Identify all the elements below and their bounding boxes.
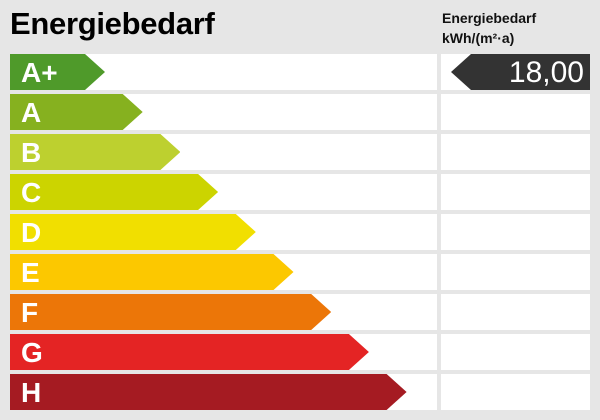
energy-class-label: A+ — [21, 57, 58, 88]
value-row-panel — [441, 94, 590, 130]
energy-class-label: B — [21, 137, 42, 168]
energy-class-label: H — [21, 377, 42, 408]
unit-label: Energiebedarf kWh/(m²·a) — [442, 8, 536, 48]
value-row-panel — [441, 254, 590, 290]
energy-class-label: F — [21, 297, 39, 328]
energy-class-arrow: H — [10, 374, 407, 410]
energy-class-arrow: G — [10, 334, 369, 370]
unit-label-line2: kWh/(m²·a) — [442, 30, 515, 46]
value-row-panel — [441, 134, 590, 170]
energy-class-arrow: B — [10, 134, 181, 170]
value-row-panel — [441, 174, 590, 210]
value-row-panel — [441, 214, 590, 250]
energy-class-label: G — [21, 337, 43, 368]
value-row-panel — [441, 294, 590, 330]
energy-value: 18,00 — [508, 56, 584, 89]
energy-class-arrow: C — [10, 174, 219, 210]
unit-label-line1: Energiebedarf — [442, 10, 537, 26]
energy-class-label: A — [21, 97, 42, 128]
energy-class-label: E — [21, 257, 40, 288]
energy-class-arrow: D — [10, 214, 256, 250]
value-row-panel — [441, 334, 590, 370]
value-pointer: 18,00 — [451, 54, 590, 90]
energy-class-arrow: F — [10, 294, 332, 330]
energy-class-arrow: A — [10, 94, 143, 130]
energy-class-label: C — [21, 177, 42, 208]
energy-class-label: D — [21, 217, 42, 248]
energy-class-arrow: A+ — [10, 54, 105, 90]
page-title: Energiebedarf — [10, 6, 215, 41]
energy-class-arrow: E — [10, 254, 294, 290]
value-row-panel — [441, 374, 590, 410]
